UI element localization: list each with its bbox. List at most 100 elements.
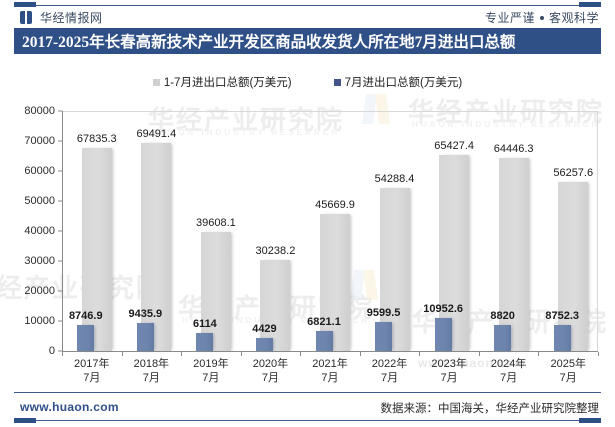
data-label-series-2: 8746.9 — [68, 309, 103, 322]
x-axis-tick-mark — [478, 352, 480, 356]
data-label-series-1: 30238.2 — [255, 245, 296, 258]
x-axis-tick-label-line: 2025年 — [550, 358, 586, 370]
y-axis-tick-mark — [58, 290, 62, 292]
x-axis-tick-label: 2023年 7月 — [431, 357, 466, 385]
x-axis-line — [62, 351, 598, 352]
bar-series-2[interactable] — [255, 337, 273, 351]
data-label-series-1: 45669.9 — [315, 199, 355, 211]
bar-series-1[interactable] — [141, 142, 172, 351]
data-label-series-1: 64446.3 — [493, 142, 534, 155]
y-axis-tick-label: 50000 — [24, 195, 55, 207]
x-axis-tick-label-line: 7月 — [440, 372, 458, 384]
y-axis-tick-label: 60000 — [24, 165, 55, 177]
x-axis-tick-label-line: 2022年 — [371, 358, 408, 370]
page-title: 2017-2025年长春高新技术产业开发区商品收发货人所在地7月进出口总额 — [22, 34, 516, 51]
y-axis-tick-label: 20000 — [24, 285, 55, 297]
data-label-series-2: 8752.3 — [545, 309, 580, 322]
y-axis-tick-label: 80000 — [24, 105, 55, 117]
y-axis-tick-mark — [58, 350, 62, 352]
x-axis-tick-label-line: 7月 — [261, 372, 279, 384]
y-axis-tick-mark — [58, 260, 62, 262]
x-axis-tick-label-line: 7月 — [142, 372, 160, 384]
legend-swatch-series-2 — [333, 78, 341, 86]
brand-name: 华经情报网 — [40, 11, 103, 25]
x-axis-tick-mark — [538, 352, 540, 356]
bar-series-2[interactable] — [77, 324, 95, 351]
footer-bar: www.huaon.com 数据来源：中国海关，华经产业研究院整理 — [0, 390, 615, 427]
x-axis-tick-label-line: 2020年 — [252, 358, 289, 370]
footer-divider-bottom — [14, 420, 601, 421]
x-axis-tick-mark — [62, 352, 63, 356]
x-axis-tick-mark — [300, 352, 302, 356]
plot-area: 0 10000 20000 30000 40000 50000 60000 70000 8000… — [24, 105, 599, 384]
legend-label-series-2: 7月进出口总额(万美元) — [344, 77, 463, 89]
data-label-series-1: 39608.1 — [195, 217, 236, 230]
data-label-series-2: 9599.5 — [366, 307, 401, 320]
x-axis-tick-label-line: 2019年 — [193, 358, 229, 370]
y-axis-tick-mark — [58, 200, 62, 202]
bar-series-1[interactable] — [260, 260, 291, 351]
data-label-series-2: 10952.6 — [423, 303, 463, 316]
y-axis-tick-mark — [58, 170, 62, 172]
x-axis-tick-mark — [359, 352, 361, 356]
legend-item-series-1[interactable]: 1-7月进出口总额(万美元) — [152, 74, 292, 90]
bar-series-2[interactable] — [315, 330, 333, 351]
y-axis-tick-mark — [58, 110, 62, 112]
bar-series-1[interactable] — [200, 232, 231, 351]
bar-series-2[interactable] — [375, 322, 393, 351]
bar-series-1[interactable] — [498, 157, 529, 351]
x-axis-tick-label-line: 2021年 — [312, 358, 348, 370]
y-axis-tick-label: 30000 — [24, 255, 55, 267]
bar-series-2[interactable] — [494, 324, 512, 351]
top-divider-line — [14, 5, 601, 6]
x-axis-tick-label-line: 2017年 — [74, 358, 110, 370]
y-axis-tick-label: 40000 — [24, 225, 55, 237]
bar-series-2[interactable] — [553, 324, 571, 351]
data-label-series-1: 69491.4 — [136, 127, 177, 140]
x-axis-tick-label-line: 7月 — [83, 372, 101, 384]
x-axis-tick-label-line: 7月 — [559, 372, 577, 384]
double-bar-logo-icon — [20, 11, 34, 24]
bar-series-2[interactable] — [434, 318, 452, 351]
data-label-series-2: 6114 — [192, 317, 217, 330]
footer-site-link[interactable]: www.huaon.com — [20, 400, 119, 414]
chart-legend: 1-7月进出口总额(万美元) 7月进出口总额(万美元) — [0, 74, 615, 90]
x-axis-tick-mark — [240, 352, 242, 356]
data-label-series-2: 8820 — [490, 309, 515, 322]
x-axis-tick-label: 2020年 7月 — [253, 357, 288, 385]
x-axis-tick-label-line: 7月 — [380, 372, 399, 384]
y-axis-tick-label: 10000 — [24, 315, 55, 327]
y-axis-tick-mark — [58, 320, 62, 322]
chart-area: 华经产业研究院 HUAON INDUSTRY RESEARCH 华经产业研究院 … — [0, 56, 615, 390]
y-axis-tick-mark — [58, 140, 62, 142]
bar-series-1[interactable] — [558, 182, 589, 351]
chart-title-band: 2017-2025年长春高新技术产业开发区商品收发货人所在地7月进出口总额 — [14, 28, 601, 54]
bar-series-2[interactable] — [136, 322, 154, 351]
x-axis-tick-label-line: 2024年 — [490, 358, 527, 370]
data-label-series-1: 65427.4 — [434, 139, 474, 152]
top-divider-right-cap — [579, 2, 601, 7]
data-label-series-2: 4429 — [252, 322, 277, 335]
legend-swatch-series-1 — [152, 78, 160, 86]
x-axis-tick-label: 2021年 7月 — [312, 357, 347, 385]
data-label-series-2: 9435.9 — [128, 307, 163, 320]
x-axis-tick-label: 2025年 7月 — [550, 357, 585, 385]
top-brand-bar: 华经情报网 专业严谨 客观科学 — [0, 0, 615, 27]
tagline: 专业严谨 客观科学 — [485, 9, 599, 26]
x-axis-tick-label: 2024年 7月 — [491, 357, 526, 385]
x-axis-tick-label: 2017年 7月 — [74, 357, 109, 385]
footer-divider-right-cap — [579, 418, 601, 423]
x-axis-tick-label: 2018年 7月 — [134, 357, 169, 385]
tagline-left-text: 专业严谨 — [484, 11, 535, 25]
x-axis-tick-mark — [598, 352, 599, 356]
x-axis-tick-label: 2019年 7月 — [193, 357, 228, 385]
data-label-series-1: 56257.6 — [553, 167, 594, 180]
legend-item-series-2[interactable]: 7月进出口总额(万美元) — [333, 74, 463, 90]
data-label-series-1: 54288.4 — [374, 173, 415, 186]
bar-series-1[interactable] — [320, 214, 350, 351]
legend-label-series-1: 1-7月进出口总额(万美元) — [163, 77, 292, 89]
bar-series-1[interactable] — [81, 147, 112, 351]
tagline-right-text: 客观科学 — [548, 11, 599, 25]
bar-series-2[interactable] — [196, 332, 214, 351]
data-label-series-2: 6821.1 — [307, 315, 341, 328]
